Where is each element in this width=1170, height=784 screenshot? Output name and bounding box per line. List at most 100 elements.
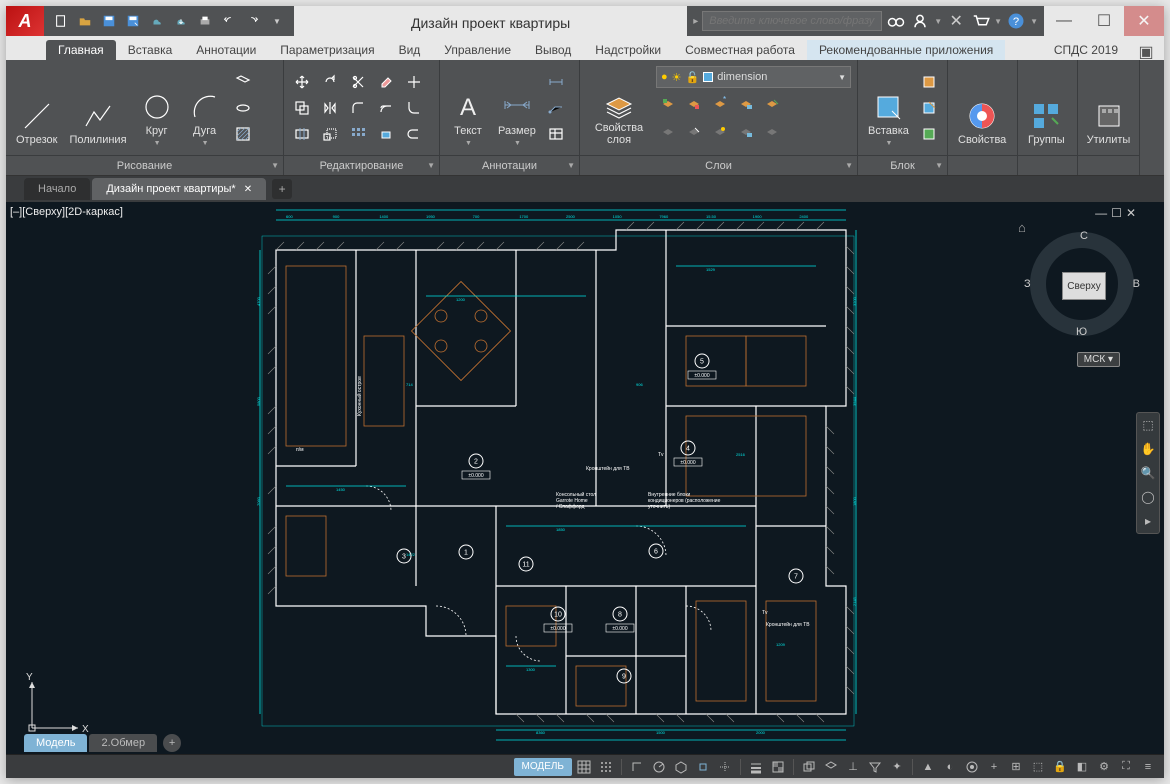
tab-home[interactable]: Главная	[46, 40, 116, 60]
ribbon-collapse-icon[interactable]: ▣	[1136, 44, 1156, 60]
cloud-open-icon[interactable]	[146, 10, 168, 32]
viewcube-south[interactable]: Ю	[1076, 326, 1087, 338]
panel-title-block[interactable]: Блок▼	[858, 155, 947, 175]
undo-icon[interactable]	[218, 10, 240, 32]
status-model-button[interactable]: МОДЕЛЬ	[514, 758, 572, 776]
open-icon[interactable]	[74, 10, 96, 32]
plot-icon[interactable]	[194, 10, 216, 32]
groups-button[interactable]: Группы	[1024, 67, 1069, 149]
wcs-badge[interactable]: МСК ▾	[1077, 352, 1120, 367]
viewcube-home-icon[interactable]: ⌂	[1018, 220, 1026, 235]
signin-icon[interactable]	[910, 11, 930, 31]
layer-freeze-icon[interactable]: *	[708, 92, 732, 116]
qat-more-icon[interactable]: ▼	[266, 10, 288, 32]
layer-thaw-icon[interactable]	[708, 120, 732, 144]
leader-icon[interactable]	[544, 96, 568, 120]
erase-icon[interactable]	[374, 70, 398, 94]
array-icon[interactable]	[346, 122, 370, 146]
tab-collaborate[interactable]: Совместная работа	[673, 40, 807, 60]
layer-make-current-icon[interactable]	[760, 92, 784, 116]
properties-button[interactable]: Свойства	[954, 67, 1010, 149]
status-dyn-ucs-icon[interactable]: ⊥	[843, 758, 863, 776]
status-selcycle-icon[interactable]	[799, 758, 819, 776]
add-layout-button[interactable]: +	[163, 734, 181, 752]
new-icon[interactable]	[50, 10, 72, 32]
text-button[interactable]: AТекст▼	[446, 67, 490, 149]
nav-fullnav-icon[interactable]: ⬚	[1139, 416, 1157, 434]
copy-icon[interactable]	[290, 96, 314, 120]
drawing-viewport[interactable]: [–][Сверху][2D-каркас] — ☐ ✕ ⌂ Сверху С …	[6, 202, 1164, 754]
status-gizmo-icon[interactable]: ✦	[887, 758, 907, 776]
panel-title-draw[interactable]: Рисование▼	[6, 155, 283, 175]
status-qprops-icon[interactable]: ⬚	[1028, 758, 1048, 776]
status-snap-icon[interactable]	[596, 758, 616, 776]
status-iso-icon[interactable]: ◧	[1072, 758, 1092, 776]
panel-title-layers[interactable]: Слои▼	[580, 155, 857, 175]
status-lwt-icon[interactable]	[746, 758, 766, 776]
table-icon[interactable]	[544, 122, 568, 146]
offset-dd-icon[interactable]	[402, 70, 426, 94]
status-filter-icon[interactable]	[865, 758, 885, 776]
nav-pan-icon[interactable]: ✋	[1139, 440, 1157, 458]
search-binoculars-icon[interactable]	[886, 11, 906, 31]
subset-icon[interactable]	[402, 122, 426, 146]
vp-minimize-icon[interactable]: —	[1095, 206, 1107, 220]
mirror-icon[interactable]	[318, 96, 342, 120]
status-otrack-icon[interactable]	[715, 758, 735, 776]
status-cleanscr-icon[interactable]: ⛶	[1116, 758, 1136, 776]
cloud-save-icon[interactable]	[170, 10, 192, 32]
layer-dropdown[interactable]: ●☀🔓 dimension ▼	[656, 66, 851, 88]
trim-icon[interactable]	[346, 70, 370, 94]
insert-block-button[interactable]: Вставка▼	[864, 67, 913, 149]
maximize-button[interactable]: ☐	[1084, 6, 1124, 36]
exchange-icon[interactable]: ✕	[946, 11, 966, 31]
rectangle-icon[interactable]	[231, 70, 255, 94]
status-ortho-icon[interactable]	[627, 758, 647, 776]
dimension-button[interactable]: Размер▼	[494, 67, 540, 149]
tab-view[interactable]: Вид	[387, 40, 433, 60]
layer-properties-button[interactable]: Свойства слоя	[586, 66, 652, 148]
create-block-icon[interactable]	[917, 70, 941, 94]
status-isodraft-icon[interactable]	[671, 758, 691, 776]
status-annovis-icon[interactable]: ◐	[940, 758, 960, 776]
minimize-button[interactable]: —	[1044, 6, 1084, 36]
search-input[interactable]	[702, 11, 882, 31]
viewcube-west[interactable]: З	[1024, 278, 1031, 290]
tab-manage[interactable]: Управление	[432, 40, 523, 60]
help-icon[interactable]: ?	[1006, 11, 1026, 31]
saveas-icon[interactable]	[122, 10, 144, 32]
fillet-icon[interactable]	[346, 96, 370, 120]
tab-spds[interactable]: СПДС 2019	[1044, 40, 1128, 60]
layout-tab-2[interactable]: 2.Обмер	[89, 734, 157, 752]
tab-featured-apps[interactable]: Рекомендованные приложения	[807, 40, 1005, 60]
tab-insert[interactable]: Вставка	[116, 40, 185, 60]
layer-lock-icon[interactable]	[734, 92, 758, 116]
status-annomon-icon[interactable]: +	[984, 758, 1004, 776]
fillet-dd-icon[interactable]	[402, 96, 426, 120]
layer-iso-icon[interactable]	[682, 92, 706, 116]
status-osnap-icon[interactable]	[693, 758, 713, 776]
layer-prev-icon[interactable]	[760, 120, 784, 144]
hatch-icon[interactable]	[231, 122, 255, 146]
layer-match-icon[interactable]	[682, 120, 706, 144]
move-icon[interactable]	[290, 70, 314, 94]
offset-icon[interactable]	[374, 96, 398, 120]
ucs-icon[interactable]: X Y	[20, 670, 90, 740]
status-grid-icon[interactable]	[574, 758, 594, 776]
file-tab-start[interactable]: Начало	[24, 178, 90, 200]
tab-annotate[interactable]: Аннотации	[184, 40, 268, 60]
viewcube[interactable]: ⌂ Сверху С Ю З В	[1022, 224, 1142, 344]
nav-orbit-icon[interactable]: ◯	[1139, 488, 1157, 506]
cart-icon[interactable]	[970, 11, 990, 31]
status-hwaccel-icon[interactable]: ⚙	[1094, 758, 1114, 776]
status-workspace-icon[interactable]	[962, 758, 982, 776]
layer-unlock-icon[interactable]	[734, 120, 758, 144]
panel-title-annotation[interactable]: Аннотации▼	[440, 155, 579, 175]
edit-block-icon[interactable]	[917, 96, 941, 120]
rotate-icon[interactable]	[318, 70, 342, 94]
scale-icon[interactable]	[318, 122, 342, 146]
vp-maximize-icon[interactable]: ☐	[1111, 206, 1122, 220]
nav-showmotion-icon[interactable]: ▸	[1139, 512, 1157, 530]
linear-dim-icon[interactable]	[544, 70, 568, 94]
layer-off-icon[interactable]	[656, 120, 680, 144]
